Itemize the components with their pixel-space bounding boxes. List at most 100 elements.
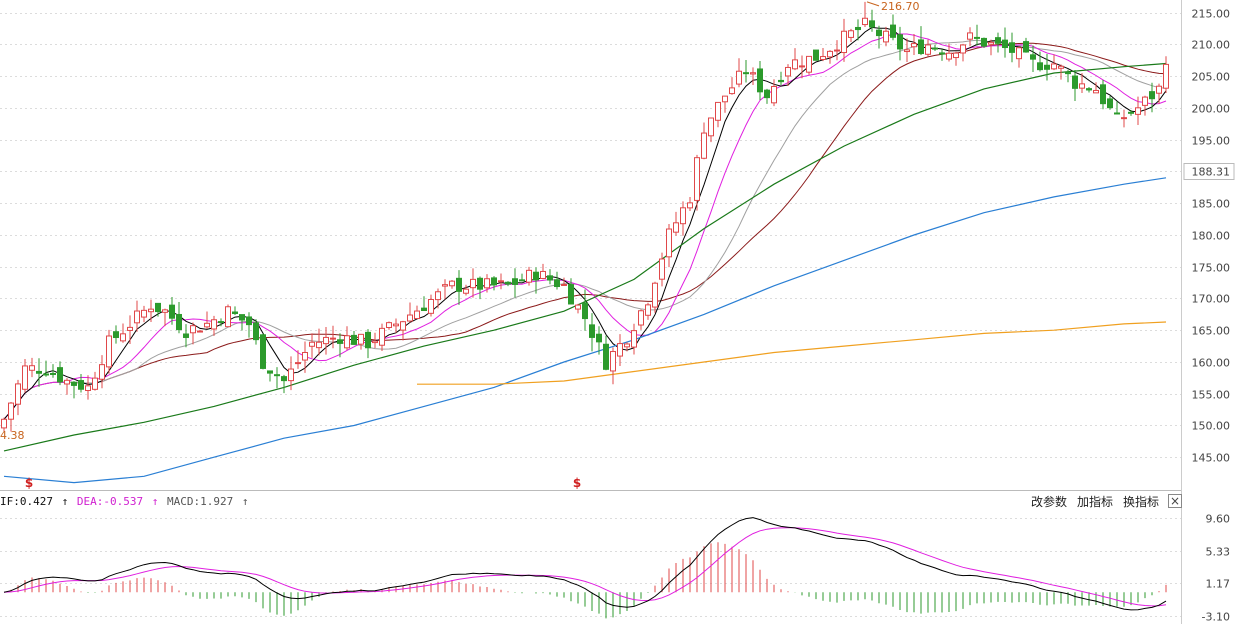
dif-line — [3, 517, 1167, 611]
switch-indicator-button[interactable]: 换指标 — [1122, 495, 1159, 509]
macd-tick-label: 9.60 — [1206, 513, 1231, 526]
candle-body — [841, 30, 847, 54]
candle-body — [120, 333, 126, 342]
candle-body — [820, 56, 826, 60]
ma20-line — [3, 39, 1167, 420]
ma250-line — [417, 321, 1167, 385]
candle-body — [36, 370, 42, 374]
candle-body — [78, 380, 84, 390]
candle-body — [1051, 63, 1057, 70]
candle-body — [799, 65, 805, 68]
close-icon[interactable]: × — [1168, 494, 1182, 508]
dif-arrow-icon: ↑ — [61, 495, 69, 508]
candle-body — [547, 275, 553, 281]
candle-body — [148, 308, 154, 313]
candle-body — [743, 72, 749, 75]
candle-body — [526, 269, 532, 283]
candlesticks — [1, 1, 1169, 432]
candle-body — [666, 228, 672, 258]
candle-body — [953, 52, 959, 59]
candle-body — [1121, 117, 1127, 120]
candle-body — [491, 277, 497, 286]
candle-body — [939, 52, 945, 55]
candle-body — [1163, 63, 1169, 89]
candle-body — [176, 313, 182, 331]
ma5-line — [3, 26, 1167, 420]
candle-body — [393, 323, 399, 327]
price-tick-label: 175.00 — [1192, 262, 1231, 275]
candle-body — [155, 302, 161, 313]
candle-body — [694, 157, 700, 201]
candle-body — [680, 207, 686, 225]
price-tick-label: 165.00 — [1192, 325, 1231, 338]
candle-body — [8, 402, 14, 420]
candle-body — [29, 365, 35, 371]
candle-body — [190, 325, 196, 334]
candle-body — [57, 367, 63, 383]
candle-body — [414, 310, 420, 320]
candle-body — [862, 17, 868, 26]
candle-body — [792, 59, 798, 70]
macd-tick-label: -3.10 — [1202, 611, 1230, 624]
candle-body — [890, 24, 896, 38]
candle-body — [554, 279, 560, 288]
candle-body — [1065, 72, 1071, 75]
annotations: 216.70 4.38 — [0, 0, 920, 442]
candle-body — [92, 377, 98, 390]
macd-axis: 9.60 5.33 1.17 -3.10 — [1202, 513, 1230, 624]
candle-body — [519, 279, 525, 282]
candle-body — [225, 306, 231, 328]
candle-body — [764, 89, 770, 99]
price-tick-label: 155.00 — [1192, 389, 1231, 402]
candle-body — [337, 339, 343, 344]
candle-body — [295, 362, 301, 365]
candle-body — [582, 302, 588, 320]
candle-body — [183, 333, 189, 338]
candle-body — [197, 330, 203, 333]
candle-body — [239, 314, 245, 321]
candle-body — [806, 55, 812, 73]
candle-body — [624, 343, 630, 348]
price-tick-label: 188.31 — [1192, 166, 1231, 179]
price-tick-label: 195.00 — [1192, 135, 1231, 148]
candle-body — [204, 322, 210, 328]
candle-body — [1093, 89, 1099, 94]
price-tick-label: 150.00 — [1192, 420, 1231, 433]
macd-legend: IF:0.427 ↑ DEA:-0.537 ↑ MACD:1.927 ↑ — [0, 493, 1180, 511]
candle-body — [330, 337, 336, 340]
candle-body — [995, 37, 1001, 44]
candle-body — [323, 336, 329, 345]
candle-body — [512, 278, 518, 285]
candle-body — [162, 309, 168, 313]
candle-body — [386, 322, 392, 329]
candle-body — [540, 270, 546, 279]
change-params-button[interactable]: 改参数 — [1030, 495, 1067, 509]
candle-body — [960, 44, 966, 54]
ma10-line — [3, 33, 1167, 420]
dea-line — [3, 527, 1167, 607]
candle-body — [50, 372, 56, 375]
candle-body — [463, 288, 469, 294]
candle-body — [302, 351, 308, 361]
candle-body — [358, 333, 364, 345]
candle-body — [589, 324, 595, 338]
price-tick-label: 180.00 — [1192, 230, 1231, 243]
ma60-line — [3, 62, 1167, 452]
candle-body — [855, 26, 861, 31]
candle-body — [442, 284, 448, 287]
price-tick-label: 210.00 — [1192, 39, 1231, 52]
candle-body — [876, 29, 882, 37]
candle-body — [15, 383, 21, 405]
candle-body — [645, 304, 651, 316]
candle-body — [904, 49, 910, 53]
candle-body — [778, 79, 784, 83]
candle-body — [1002, 39, 1008, 49]
candle-body — [456, 277, 462, 292]
candle-body — [918, 39, 924, 55]
candle-body — [1107, 98, 1113, 109]
add-indicator-button[interactable]: 加指标 — [1076, 495, 1113, 509]
candle-body — [932, 47, 938, 50]
candle-body — [1030, 54, 1036, 60]
candle-body — [281, 376, 287, 382]
